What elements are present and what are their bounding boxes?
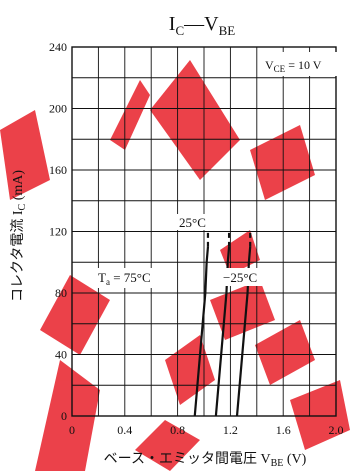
condition-rest: = 10 V <box>285 58 322 72</box>
x-tick-label: 0.4 <box>117 423 132 437</box>
condition-box <box>260 52 340 76</box>
series-line <box>193 246 210 417</box>
label-ta-sub: a <box>106 277 110 287</box>
label-m25-bg <box>222 268 270 286</box>
y-tick-label: 240 <box>49 40 67 54</box>
x-tick-label: 1.6 <box>276 423 291 437</box>
series-curves <box>193 231 252 417</box>
x-axis-unit: (V) <box>283 452 306 467</box>
label-ta75c: Ta = 75°C <box>98 270 151 287</box>
x-tick-label: 0.8 <box>170 423 185 437</box>
title-v-sub: BE <box>219 23 236 38</box>
label-minus25c: −25°C <box>223 270 257 285</box>
x-axis-text: ベース・エミッタ間電圧 V <box>104 451 271 467</box>
y-tick-label: 120 <box>49 225 67 239</box>
y-axis-unit: (mA) <box>11 170 26 204</box>
condition-sub: CE <box>274 64 286 74</box>
label-75-bg <box>96 268 162 288</box>
label-ta-rest: = 75°C <box>110 270 151 285</box>
label-25c: 25°C <box>179 215 206 230</box>
y-tick-label: 200 <box>49 102 67 116</box>
x-tick-label: 1.2 <box>223 423 238 437</box>
plot-frame <box>71 46 337 417</box>
y-tick-label: 0 <box>61 409 67 423</box>
x-tick-labels: 0 0.4 0.8 1.2 1.6 2.0 <box>69 423 344 437</box>
x-tick-label: 0 <box>69 423 75 437</box>
title-dash: — <box>183 13 205 35</box>
label-25-bg <box>177 214 213 230</box>
grid <box>71 46 337 417</box>
x-tick-label: 2.0 <box>329 423 344 437</box>
y-axis-text: コレクタ電流 I <box>10 210 26 302</box>
title-v: V <box>204 13 219 35</box>
title-i: I <box>169 13 176 35</box>
condition-label: VCE = 10 V <box>265 58 322 74</box>
series-line <box>214 246 231 417</box>
y-axis-sub: C <box>17 203 28 210</box>
y-tick-label: 40 <box>55 348 67 362</box>
series-line <box>235 246 252 417</box>
chart-title: IC—VBE <box>169 13 235 38</box>
title-i-sub: C <box>175 23 184 38</box>
condition-v: V <box>265 58 274 72</box>
x-axis-label: ベース・エミッタ間電圧 VBE (V) <box>104 451 307 469</box>
watermark <box>0 60 350 471</box>
label-ta-t: T <box>98 270 106 285</box>
y-tick-label: 80 <box>55 286 67 300</box>
y-axis-label: コレクタ電流 IC (mA) <box>10 170 28 302</box>
y-tick-labels: 0 40 80 120 160 200 240 <box>49 40 67 423</box>
y-tick-label: 160 <box>49 163 67 177</box>
x-axis-sub: BE <box>271 458 284 469</box>
